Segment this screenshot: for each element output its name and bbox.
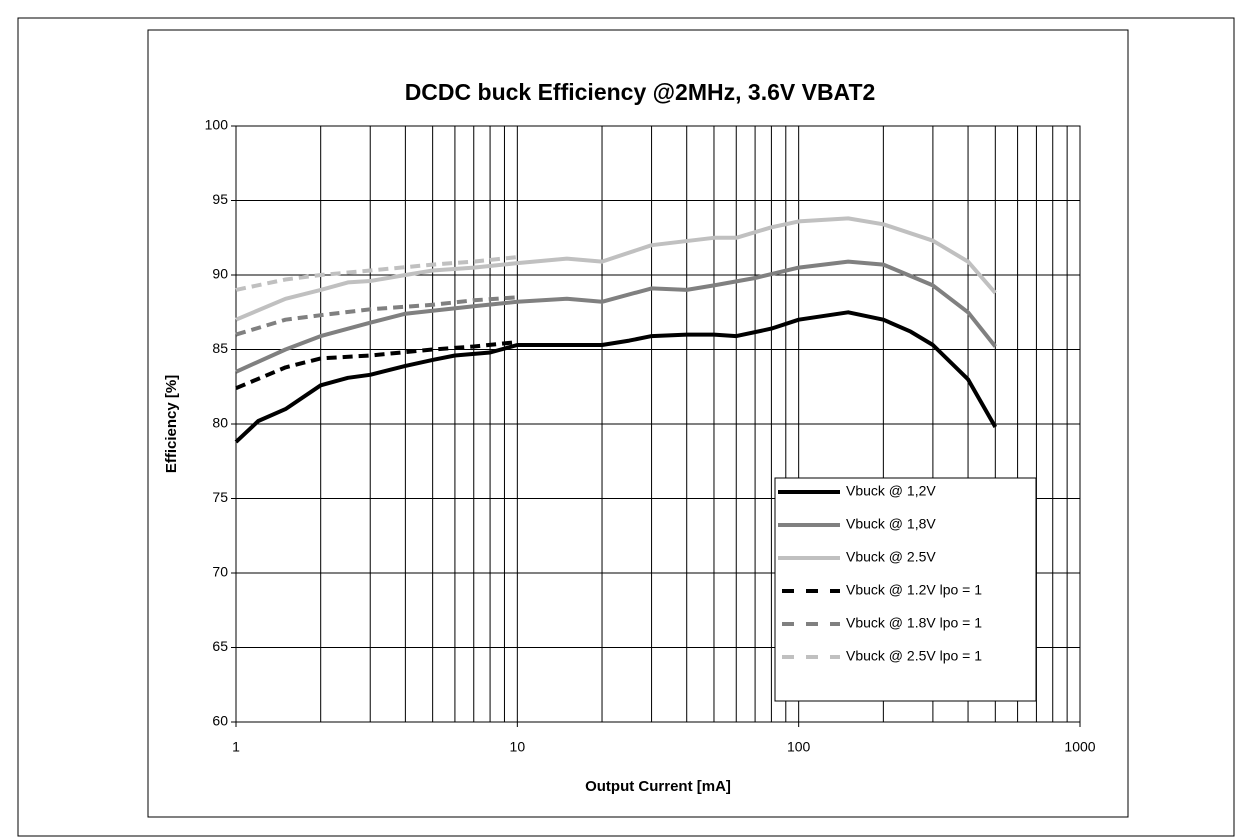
series-line bbox=[235, 255, 518, 292]
legend-box bbox=[774, 477, 1037, 702]
x-tick-label: 1000 bbox=[1064, 739, 1095, 755]
legend-label: Vbuck @ 1.2V lpo = 1 bbox=[846, 582, 982, 598]
legend-label: Vbuck @ 1.8V lpo = 1 bbox=[846, 615, 982, 631]
series-line bbox=[235, 295, 518, 337]
y-tick-label: 85 bbox=[212, 340, 228, 356]
x-tick-label: 100 bbox=[787, 739, 811, 755]
x-tick-label: 1 bbox=[232, 739, 240, 755]
legend-label: Vbuck @ 2.5V bbox=[846, 549, 936, 565]
x-axis-label: Output Current [mA] bbox=[585, 778, 731, 795]
series-line bbox=[235, 259, 997, 374]
y-tick-label: 90 bbox=[212, 266, 228, 282]
y-tick-label: 75 bbox=[212, 489, 228, 505]
series-line bbox=[234, 310, 998, 444]
chart-title: DCDC buck Efficiency @2MHz, 3.6V VBAT2 bbox=[405, 79, 876, 105]
x-tick-label: 10 bbox=[510, 739, 526, 755]
legend-label: Vbuck @ 1,2V bbox=[846, 483, 936, 499]
y-tick-label: 65 bbox=[212, 638, 228, 654]
legend-label: Vbuck @ 2.5V lpo = 1 bbox=[846, 648, 982, 664]
y-tick-label: 95 bbox=[212, 191, 228, 207]
y-tick-label: 60 bbox=[212, 713, 228, 729]
y-axis-label: Efficiency [%] bbox=[163, 375, 180, 473]
series-line bbox=[235, 216, 997, 322]
page-frame bbox=[17, 17, 1235, 837]
series-line bbox=[235, 340, 518, 391]
plot-border bbox=[235, 125, 1081, 723]
y-tick-label: 100 bbox=[205, 117, 229, 133]
y-tick-label: 80 bbox=[212, 415, 228, 431]
y-tick-label: 70 bbox=[212, 564, 228, 580]
legend-label: Vbuck @ 1,8V bbox=[846, 516, 936, 532]
